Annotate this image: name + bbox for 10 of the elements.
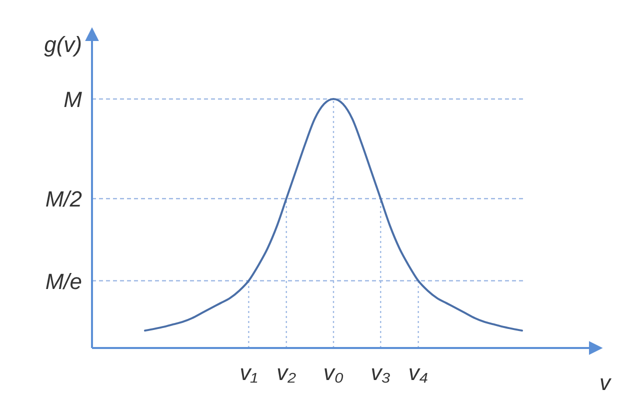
x-tick-label: v₃	[370, 360, 391, 385]
x-axis-title: v	[600, 370, 612, 395]
ref-line-label: M/e	[45, 268, 82, 294]
x-tick-label: v₂	[276, 360, 297, 385]
x-tick-label: v₀	[323, 360, 344, 385]
x-tick-label: v₁	[240, 360, 258, 385]
ref-line-label: M/2	[45, 186, 82, 212]
x-tick-label: v₄	[408, 360, 428, 385]
y-axis-title: g(v)	[44, 32, 82, 57]
ref-line-label: M	[64, 87, 83, 112]
